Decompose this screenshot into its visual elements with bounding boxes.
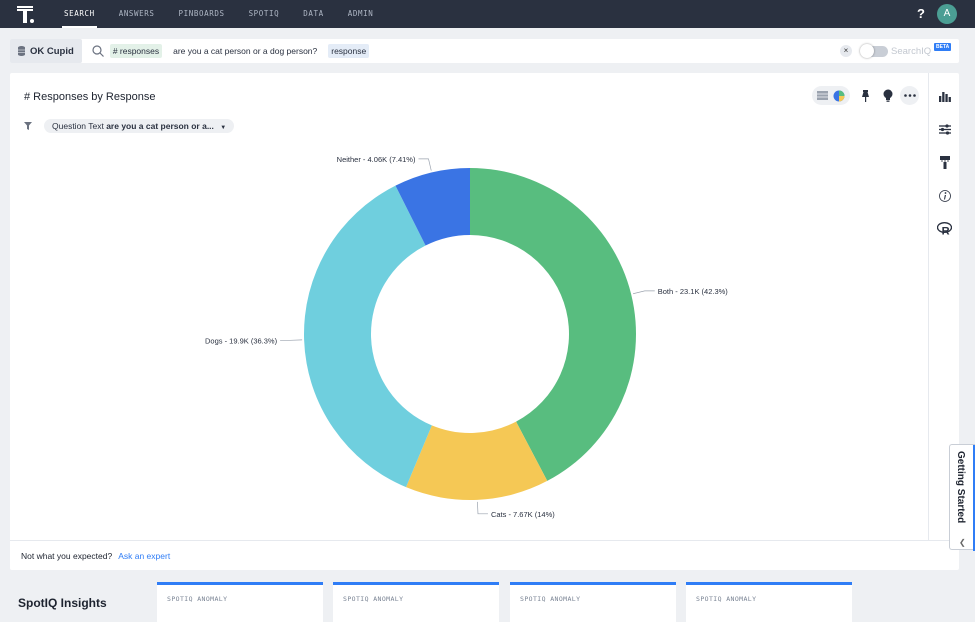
- footer-text: Not what you expected?: [21, 551, 112, 561]
- nav-data[interactable]: DATA: [291, 0, 335, 28]
- pie-chart-icon[interactable]: [833, 90, 845, 102]
- nav-spotiq[interactable]: SPOTIQ: [237, 0, 292, 28]
- more-options-button[interactable]: [900, 86, 919, 105]
- chart-area: Both - 23.1K (42.3%) Cats - 7.67K (14%) Do…: [10, 143, 928, 543]
- chart-title[interactable]: # Responses by Response: [24, 91, 155, 103]
- label-leader-line: [418, 159, 431, 171]
- chart-type-button[interactable]: [936, 88, 953, 105]
- r-analysis-button[interactable]: R: [936, 220, 953, 237]
- nav-admin[interactable]: ADMIN: [336, 0, 386, 28]
- ask-expert-link[interactable]: Ask an expert: [118, 551, 170, 561]
- sliders-icon: [939, 124, 951, 135]
- filter-chip[interactable]: Question Text are you a cat person or a.…: [44, 119, 234, 133]
- chevron-left-icon[interactable]: ❮: [959, 538, 966, 547]
- insight-card-label: SPOTIQ ANOMALY: [167, 595, 227, 603]
- insight-card[interactable]: SPOTIQ ANOMALY: [510, 582, 676, 622]
- bar-chart-icon: [939, 91, 951, 102]
- getting-started-label: Getting Started: [955, 451, 966, 523]
- beta-badge: BETA: [934, 43, 951, 51]
- pin-icon: [860, 90, 871, 102]
- chart-table-toggle[interactable]: [812, 86, 850, 105]
- info-icon: [939, 190, 951, 202]
- filter-icon: [24, 122, 32, 130]
- search-token-measure[interactable]: # responses: [110, 44, 162, 58]
- filter-row: Question Text are you a cat person or a.…: [24, 119, 234, 133]
- help-icon[interactable]: ?: [913, 6, 929, 22]
- search-icon: [92, 45, 104, 57]
- label-leader-line: [633, 291, 655, 294]
- donut-chart: Both - 23.1K (42.3%) Cats - 7.67K (14%) Do…: [10, 143, 928, 543]
- slice-label: Dogs - 19.9K (36.3%): [205, 336, 278, 345]
- insight-card[interactable]: SPOTIQ ANOMALY: [686, 582, 852, 622]
- clear-search-button[interactable]: ×: [840, 45, 852, 57]
- more-icon: [904, 94, 916, 97]
- nav-answers[interactable]: ANSWERS: [107, 0, 167, 28]
- edit-chart-config-button[interactable]: [936, 121, 953, 138]
- slice-label: Cats - 7.67K (14%): [491, 510, 555, 519]
- answer-card: # Responses by Response Question Text ar…: [10, 73, 959, 570]
- answer-footer: Not what you expected? Ask an expert: [10, 540, 959, 570]
- info-button[interactable]: [936, 187, 953, 204]
- avatar[interactable]: A: [937, 4, 957, 24]
- insight-card[interactable]: SPOTIQ ANOMALY: [333, 582, 499, 622]
- paint-brush-icon: [940, 156, 950, 169]
- insight-card-label: SPOTIQ ANOMALY: [696, 595, 756, 603]
- label-leader-line: [477, 502, 488, 514]
- database-icon: [18, 46, 25, 56]
- table-icon[interactable]: [817, 91, 828, 100]
- top-nav: SEARCH ANSWERS PINBOARDS SPOTIQ DATA ADM…: [0, 0, 975, 28]
- filter-prefix: Question Text: [52, 121, 104, 131]
- slice-label: Neither - 4.06K (7.41%): [337, 155, 416, 164]
- lightbulb-icon: [883, 89, 893, 102]
- searchiq-toggle-knob[interactable]: [860, 44, 874, 58]
- search-token-attribute[interactable]: response: [328, 44, 369, 58]
- filter-value: are you a cat person or a...: [106, 121, 214, 131]
- searchiq-label: SearchIQ: [891, 46, 931, 57]
- spotiq-insights-title: SpotIQ Insights: [18, 596, 107, 610]
- answer-toolbar: [812, 86, 922, 105]
- nav-search[interactable]: SEARCH: [52, 0, 107, 28]
- search-token-filter[interactable]: are you a cat person or a dog person?: [170, 44, 320, 58]
- search-bar[interactable]: OK Cupid # responses are you a cat perso…: [10, 39, 959, 63]
- pie-slice[interactable]: [304, 186, 432, 488]
- nav-pinboards[interactable]: PINBOARDS: [167, 0, 237, 28]
- data-source-selector[interactable]: OK Cupid: [10, 39, 82, 63]
- pin-button[interactable]: [856, 86, 875, 105]
- format-button[interactable]: [936, 154, 953, 171]
- slice-label: Both - 23.1K (42.3%): [658, 287, 729, 296]
- spotiq-analyze-button[interactable]: [878, 86, 897, 105]
- data-source-label: OK Cupid: [30, 46, 74, 57]
- insight-card-label: SPOTIQ ANOMALY: [520, 595, 580, 603]
- insight-card[interactable]: SPOTIQ ANOMALY: [157, 582, 323, 622]
- getting-started-tab[interactable]: Getting Started ❮: [949, 444, 975, 550]
- thoughtspot-logo-icon[interactable]: [16, 3, 38, 25]
- chevron-down-icon: ▼: [220, 125, 226, 131]
- svg-text:R: R: [942, 226, 950, 236]
- insight-card-label: SPOTIQ ANOMALY: [343, 595, 403, 603]
- r-language-icon: R: [937, 222, 952, 235]
